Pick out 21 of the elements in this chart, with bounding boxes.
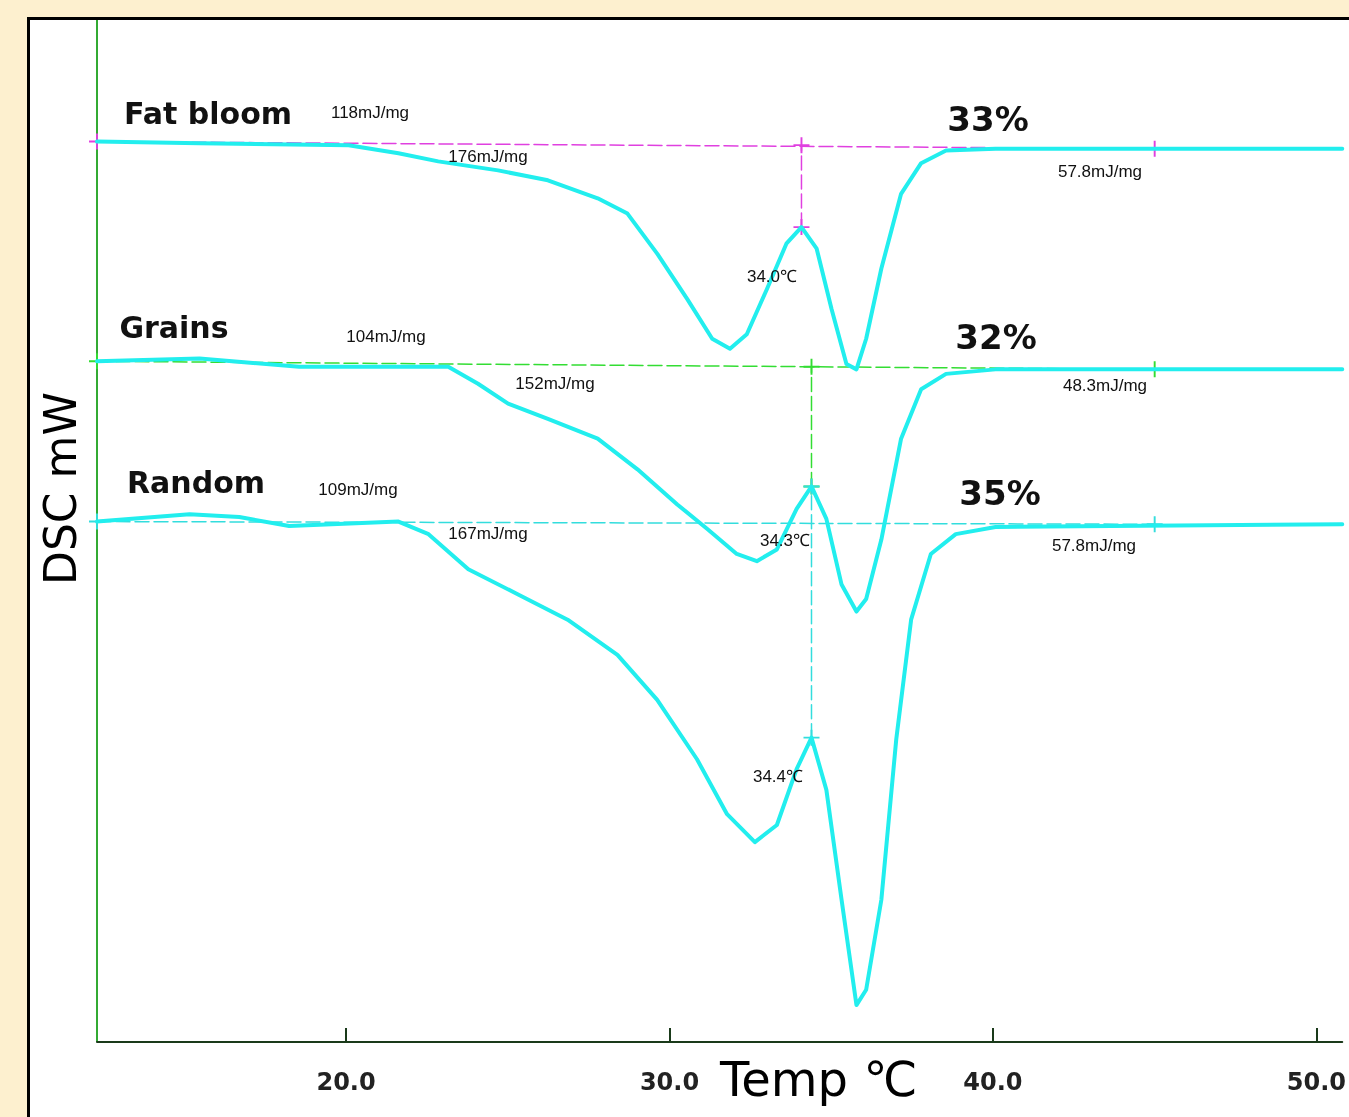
- annotation: Random: [126, 464, 266, 500]
- annotation: 167mJ/mg: [448, 523, 528, 543]
- x-tick-label: 40.0: [963, 1068, 1023, 1096]
- annotation: 57.8mJ/mg: [1057, 161, 1143, 181]
- annotation: 57.8mJ/mg: [1051, 535, 1137, 555]
- x-tick-label: 30.0: [639, 1068, 700, 1096]
- annotation: 35%: [959, 473, 1041, 513]
- y-axis-title: DSC mW: [34, 392, 86, 585]
- annotation: 109mJ/mg: [318, 479, 398, 499]
- annotation: 104mJ/mg: [346, 326, 426, 346]
- text: Fat bloom: [123, 95, 293, 131]
- annotation: 48.3mJ/mg: [1062, 375, 1148, 395]
- x-tick-label: 20.0: [316, 1068, 376, 1096]
- annotation: 32%: [955, 317, 1037, 357]
- annotation: Grains: [119, 309, 229, 345]
- text: 33%: [947, 99, 1029, 139]
- x-axis-title: Temp ℃: [719, 1051, 918, 1107]
- x-tick-label: 50.0: [1286, 1068, 1346, 1096]
- annotation: 152mJ/mg: [515, 373, 595, 393]
- text: 118mJ/mg: [330, 102, 410, 122]
- annotation: 176mJ/mg: [448, 146, 528, 166]
